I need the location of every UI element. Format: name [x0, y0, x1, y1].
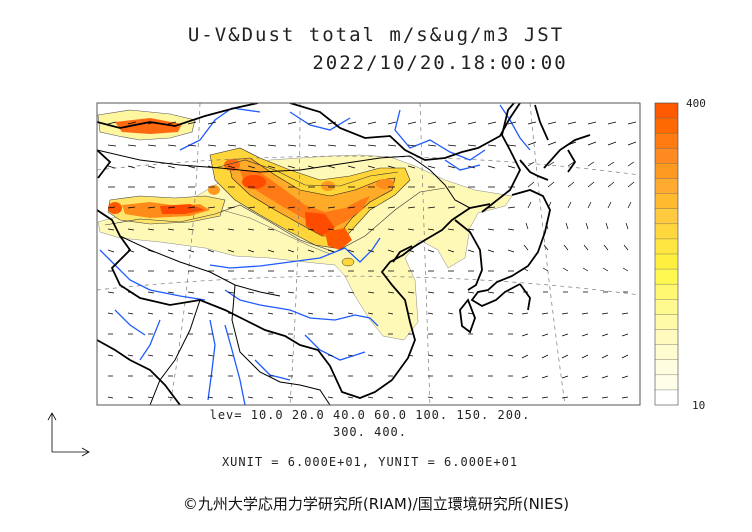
map-frame [96, 102, 641, 406]
colorbar-swatch [655, 269, 678, 285]
colorbar-swatch [655, 238, 678, 255]
colorbar-swatch [655, 148, 678, 164]
wind-vectors [107, 121, 637, 399]
colorbar [655, 103, 678, 406]
colorbar-swatch [655, 208, 678, 225]
copyright-credit: ©九州大学応用力学研究所(RIAM)/国立環境研究所(NIES) [182, 495, 570, 513]
graticule [97, 103, 640, 405]
japan-islands [459, 104, 591, 334]
colorbar-swatch [655, 133, 678, 149]
colorbar-swatch [655, 359, 678, 376]
map-title: U-V&Dust total m/s&ug/m3 JST [187, 24, 565, 46]
colorbar-swatch [655, 344, 678, 360]
rivers [99, 104, 531, 405]
colorbar-swatch [655, 299, 678, 315]
colorbar-max-label: 400 [686, 97, 706, 110]
colorbar-swatch [655, 254, 678, 270]
colorbar-swatch [655, 389, 678, 406]
colorbar-frame [654, 102, 679, 406]
colorbar-swatch [655, 103, 678, 119]
colorbar-swatch [655, 314, 678, 330]
colorbar-swatch [655, 284, 678, 300]
colorbar-min-label: 10 [692, 399, 706, 412]
reference-arrowhead-right-icon [81, 447, 90, 457]
colorbar-swatch [655, 193, 678, 209]
colorbar-swatch [655, 178, 678, 194]
dust-shading [97, 109, 513, 341]
colorbar-swatch [655, 223, 678, 240]
coastlines [97, 103, 522, 405]
contour-levels-line2: 300. 400. [332, 425, 408, 439]
vector-units: XUNIT = 6.000E+01, YUNIT = 6.000E+01 [221, 455, 519, 469]
map-datetime: 2022/10/20.18:00:00 [312, 52, 568, 74]
reference-vector-axes [47, 412, 90, 457]
colorbar-swatch [655, 118, 678, 134]
reference-arrowhead-up-icon [47, 412, 57, 421]
country-borders [97, 149, 471, 405]
contour-levels-line1: lev= 10.0 20.0 40.0 60.0 100. 150. 200. [209, 408, 531, 422]
colorbar-swatch [655, 374, 678, 391]
colorbar-swatch [655, 329, 678, 345]
colorbar-swatch [655, 163, 678, 179]
